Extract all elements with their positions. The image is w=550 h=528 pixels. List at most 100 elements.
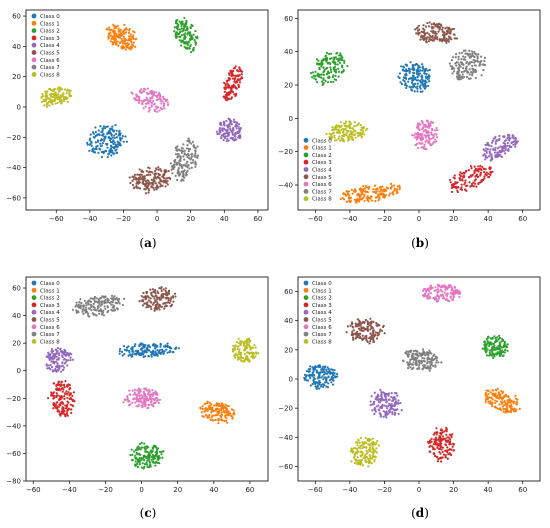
cluster-class-4 xyxy=(369,388,403,419)
point xyxy=(75,301,78,304)
point xyxy=(150,301,153,304)
point xyxy=(150,307,153,311)
point xyxy=(71,308,74,311)
point xyxy=(329,80,333,83)
point xyxy=(335,128,338,131)
point xyxy=(465,60,469,63)
cluster-class-0 xyxy=(118,342,180,358)
point xyxy=(432,26,435,29)
point xyxy=(416,90,419,93)
point xyxy=(194,147,197,150)
point xyxy=(167,299,170,302)
point xyxy=(131,401,134,404)
point xyxy=(440,38,444,41)
point xyxy=(157,181,161,184)
point xyxy=(249,339,252,343)
x-tick-label: 20 xyxy=(449,215,458,223)
point xyxy=(454,62,457,65)
point xyxy=(99,142,102,145)
point xyxy=(156,110,159,113)
point xyxy=(233,80,236,83)
point xyxy=(484,401,487,404)
point xyxy=(442,453,446,456)
cluster-class-8 xyxy=(40,86,73,109)
x-tick-label: 0 xyxy=(155,215,159,223)
point xyxy=(366,325,369,328)
point xyxy=(123,39,126,42)
point xyxy=(173,163,176,166)
point xyxy=(79,298,82,301)
point xyxy=(502,395,506,398)
point xyxy=(95,297,98,300)
point xyxy=(143,346,146,349)
point xyxy=(50,92,53,95)
point xyxy=(490,337,493,340)
point xyxy=(123,23,126,27)
point xyxy=(178,28,182,31)
legend-marker xyxy=(31,309,37,315)
y-tick-label: 40 xyxy=(12,43,21,51)
point xyxy=(120,37,123,41)
scatter-points xyxy=(40,16,244,195)
point xyxy=(204,413,208,416)
point xyxy=(241,360,244,363)
point xyxy=(462,55,465,58)
point xyxy=(67,354,71,357)
point xyxy=(361,130,365,134)
point xyxy=(447,35,451,38)
point xyxy=(444,27,447,30)
point xyxy=(392,193,395,196)
point xyxy=(488,402,491,405)
point xyxy=(190,166,193,169)
point xyxy=(317,371,320,375)
point xyxy=(148,393,151,396)
point xyxy=(416,26,419,29)
legend-label: Class 2 xyxy=(40,29,60,35)
point xyxy=(187,163,190,167)
point xyxy=(110,294,114,297)
point xyxy=(55,351,58,355)
point xyxy=(516,140,519,143)
point xyxy=(52,360,55,363)
point xyxy=(396,394,399,397)
point xyxy=(140,394,143,397)
point xyxy=(331,383,335,386)
y-tick-label: 60 xyxy=(12,285,21,293)
point xyxy=(229,137,232,140)
point xyxy=(57,352,61,355)
point xyxy=(441,450,444,454)
point xyxy=(339,139,342,142)
point xyxy=(101,129,104,132)
point xyxy=(48,104,51,107)
point xyxy=(95,147,98,151)
point xyxy=(139,175,142,179)
point xyxy=(342,128,345,131)
point xyxy=(175,36,178,40)
point xyxy=(395,188,398,192)
legend-label: Class 4 xyxy=(312,168,332,174)
point xyxy=(190,153,193,156)
point xyxy=(171,166,174,169)
cluster-class-3 xyxy=(46,380,76,418)
point xyxy=(315,62,319,65)
point xyxy=(165,304,168,308)
point xyxy=(150,458,153,461)
point xyxy=(236,122,239,125)
point xyxy=(46,397,50,400)
y-tick-label: 20 xyxy=(12,73,21,81)
point xyxy=(502,147,506,150)
point xyxy=(414,82,417,85)
point xyxy=(89,133,92,136)
point xyxy=(147,110,150,113)
point xyxy=(173,26,177,29)
point xyxy=(169,299,172,303)
point xyxy=(67,391,70,394)
point xyxy=(444,455,447,459)
point xyxy=(508,144,511,147)
point xyxy=(369,317,372,320)
point xyxy=(51,103,54,106)
point xyxy=(254,346,257,349)
point xyxy=(144,388,147,391)
x-tick-label: −20 xyxy=(377,215,392,223)
point xyxy=(111,43,114,46)
